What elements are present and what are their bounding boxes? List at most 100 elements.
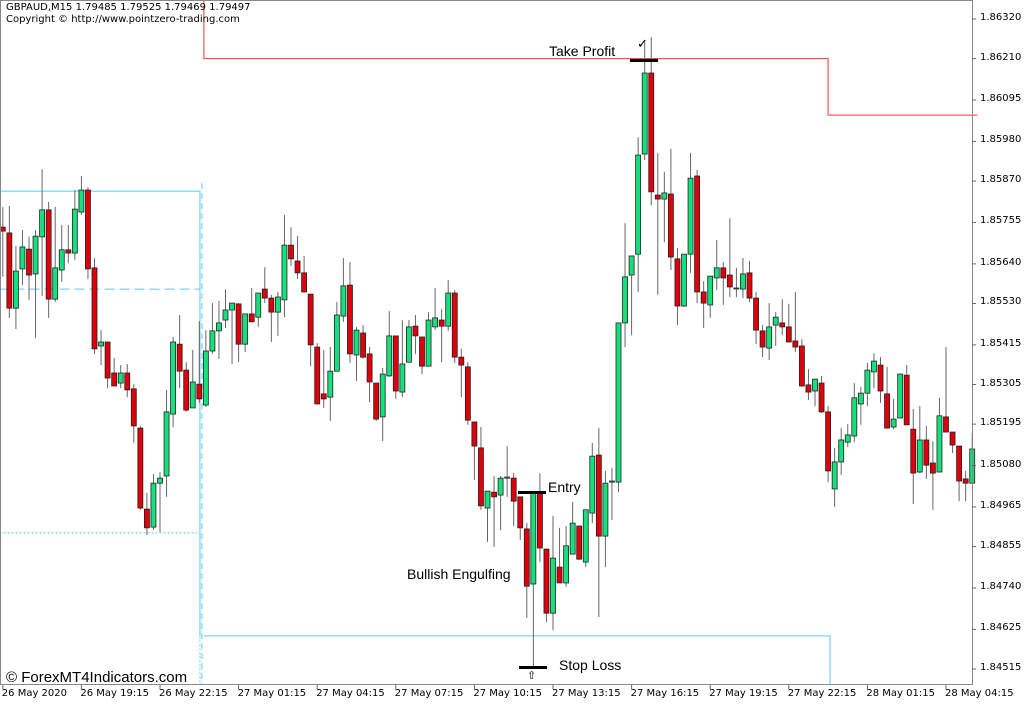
candle [871, 353, 877, 389]
price-tick-label: 1.84855 [980, 539, 1022, 551]
candle [45, 201, 52, 318]
candle [877, 357, 884, 403]
bearish-candle-body [0, 226, 6, 232]
candle [157, 472, 163, 533]
candle [458, 348, 465, 398]
bearish-candle-body [104, 341, 111, 379]
bearish-candle-body [930, 462, 936, 474]
price-tick-label: 1.85980 [980, 134, 1022, 146]
bearish-candle-body [6, 232, 13, 309]
bearish-candle-body [124, 372, 131, 391]
candle [622, 223, 628, 348]
candle [340, 258, 347, 322]
entry-marker [518, 491, 546, 494]
watermark: © ForexMT4Indicators.com [6, 669, 188, 686]
candle [143, 492, 150, 536]
candle [923, 425, 930, 479]
bullish-candle-body [432, 317, 439, 328]
candle [6, 205, 13, 318]
candle [799, 339, 805, 388]
bullish-candle-body [733, 287, 740, 290]
time-tick-label: 27 May 22:15 [787, 688, 857, 699]
bullish-candle-body [98, 341, 104, 347]
candle [202, 330, 209, 407]
candle [668, 148, 674, 270]
price-tick-label: 1.85870 [980, 174, 1022, 186]
price-tick-label: 1.84965 [980, 499, 1022, 511]
bullish-candle-body [569, 522, 576, 555]
bullish-candle-body [838, 439, 845, 463]
bullish-candle-body [916, 439, 923, 473]
bearish-candle-body [576, 525, 583, 560]
bearish-candle-body [759, 330, 766, 348]
bearish-candle-body [746, 272, 753, 299]
candle [405, 320, 412, 363]
candle [523, 523, 530, 618]
bearish-candle-body [726, 274, 733, 288]
bullish-candle-body [386, 335, 393, 377]
bearish-candle-body [962, 478, 969, 484]
bullish-candle-body [150, 482, 157, 528]
bullish-candle-body [19, 246, 26, 270]
candle [274, 291, 281, 336]
candles [0, 37, 976, 668]
candle [595, 428, 602, 618]
bullish-candle-body [936, 415, 943, 473]
candle [196, 321, 203, 403]
bearish-candle-body [805, 384, 812, 393]
bearish-candle-body [478, 447, 484, 507]
price-tick-label: 1.85640 [980, 256, 1022, 268]
candle [949, 431, 956, 453]
candle [543, 548, 550, 623]
candle [589, 442, 596, 524]
bearish-candle-body [373, 382, 380, 420]
bullish-candle-body [530, 492, 537, 585]
bearish-candle-body [884, 393, 890, 429]
candle [176, 315, 183, 389]
candle [825, 406, 831, 483]
bearish-candle-body [792, 340, 799, 348]
bullish-candle-body [740, 273, 746, 290]
bearish-candle-body [825, 411, 831, 472]
bullish-candle-body [78, 189, 85, 213]
bullish-candle-body [58, 249, 65, 271]
time-tick-label: 27 May 07:15 [394, 688, 464, 699]
bullish-candle-body [445, 292, 452, 327]
bearish-candle-body [360, 332, 366, 358]
bullish-candle-body [425, 319, 432, 367]
take-profit-label: Take Profit [549, 43, 616, 59]
entry-label: Entry [548, 479, 581, 495]
candle [890, 398, 897, 430]
bullish-candle-body [340, 285, 347, 317]
candle [569, 501, 576, 555]
bearish-candle-body [288, 244, 294, 260]
candle [209, 303, 216, 354]
candle [255, 292, 262, 327]
bullish-candle-body [202, 350, 209, 406]
bearish-candle-body [26, 248, 32, 276]
price-tick-label: 1.86210 [980, 51, 1022, 63]
candle [412, 315, 419, 354]
candle [812, 378, 818, 407]
candle [26, 236, 32, 300]
candle [733, 267, 740, 298]
bullish-candle-body [582, 509, 589, 563]
bullish-candle-body [189, 381, 196, 409]
bearish-candle-body [45, 209, 52, 300]
candle [563, 526, 569, 587]
bearish-candle-body [694, 175, 700, 293]
bearish-candle-body [491, 491, 497, 498]
candle [242, 313, 249, 353]
bearish-candle-body [85, 189, 91, 270]
bullish-candle-body [484, 490, 491, 509]
candle [301, 255, 308, 293]
bearish-candle-body [654, 194, 661, 200]
bullish-candle-body [864, 369, 871, 394]
bearish-candle-body [537, 492, 543, 549]
candle [353, 326, 360, 381]
bearish-candle-body [943, 416, 949, 433]
bullish-candle-body [255, 292, 262, 318]
bearish-candle-body [301, 272, 308, 293]
time-tick-label: 26 May 2020 [1, 688, 68, 699]
